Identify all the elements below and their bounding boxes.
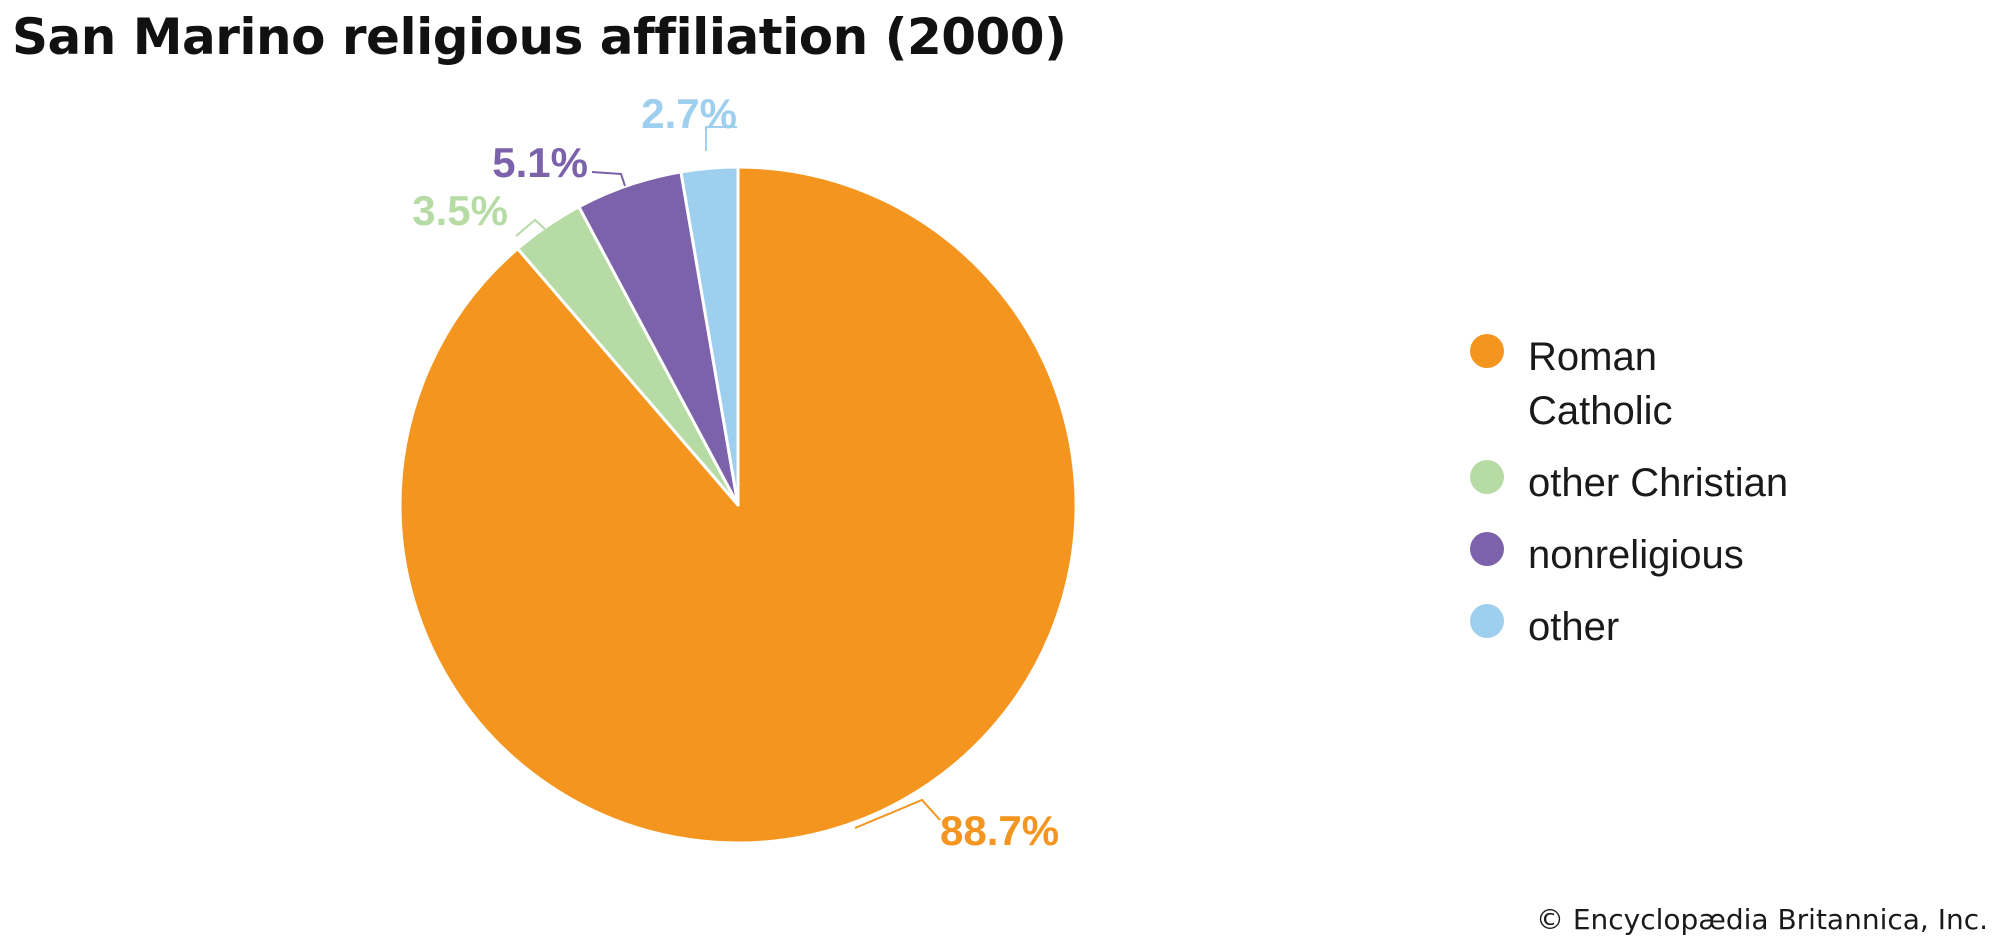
chart-legend: Roman Catholic other Christian nonreligious…	[1470, 330, 1848, 654]
legend-item-other: other	[1470, 600, 1848, 654]
label-leader-roman-catholic	[854, 798, 941, 829]
copyright-credit: © Encyclopædia Britannica, Inc.	[1535, 903, 1988, 936]
legend-item-roman-catholic: Roman Catholic	[1470, 330, 1848, 438]
legend-item-other-christian: other Christian	[1470, 456, 1848, 510]
data-label-other-christian: 3.5%	[412, 187, 508, 234]
legend-label: other	[1528, 605, 1620, 649]
chart-title: San Marino religious affiliation (2000)	[12, 8, 1067, 66]
label-leader-other-christian	[515, 218, 546, 237]
label-leader-nonreligious	[591, 171, 626, 187]
legend-item-nonreligious: nonreligious	[1470, 528, 1848, 582]
legend-label: nonreligious	[1528, 533, 1744, 577]
label-leader-other	[705, 126, 737, 151]
legend-label: other Christian	[1528, 461, 1789, 505]
data-label-other: 2.7%	[641, 90, 737, 137]
legend-swatch	[1470, 532, 1504, 566]
data-label-nonreligious: 5.1%	[492, 139, 588, 186]
legend-label: Roman Catholic	[1528, 335, 1673, 433]
data-label-roman-catholic: 88.7%	[940, 807, 1059, 854]
legend-swatch	[1470, 334, 1504, 368]
legend-swatch	[1470, 604, 1504, 638]
legend-swatch	[1470, 460, 1504, 494]
pie-slice-other	[679, 165, 740, 507]
